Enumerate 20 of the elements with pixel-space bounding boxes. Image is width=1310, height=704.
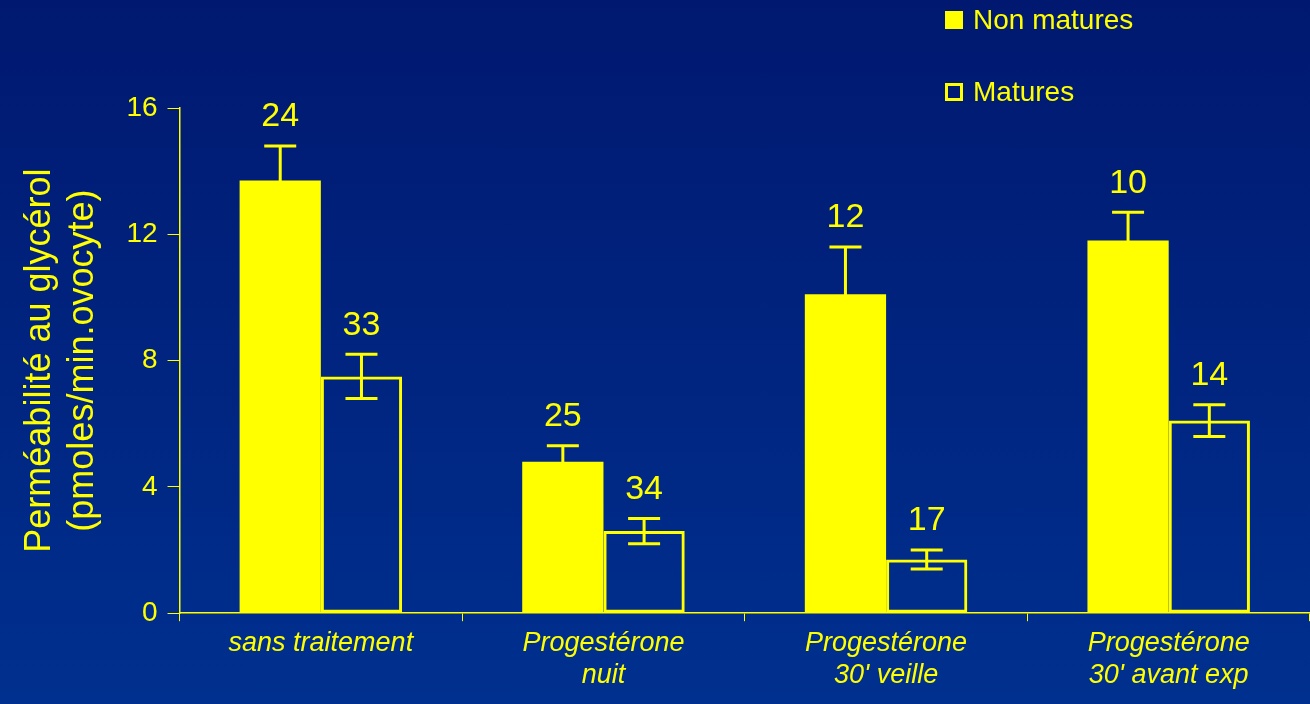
x-tick-label: Progestérone nuit [522, 626, 685, 690]
x-tick-label: Progestérone 30' avant exp [1087, 626, 1250, 690]
y-tick-label: 0 [141, 595, 158, 627]
y-tick-label: 4 [141, 469, 158, 501]
annotation: 10 [1109, 161, 1147, 200]
annotation: 14 [1190, 354, 1229, 393]
y-tick-label: 16 [126, 90, 158, 122]
y-tick-label: 8 [141, 343, 158, 375]
x-tick-label: sans traitement [228, 626, 415, 657]
annotation: 24 [261, 95, 300, 134]
annotation: 12 [826, 196, 865, 235]
annotation: 33 [342, 303, 381, 342]
legend-label: Matures [973, 76, 1075, 108]
y-tick-label: 12 [126, 217, 158, 249]
annotation: 25 [543, 395, 582, 434]
x-tick-label: Progestérone 30' veille [805, 626, 968, 690]
annotation: 34 [625, 467, 664, 506]
y-axis-title: Perméabilité au glycérol (pmoles/min.ovocyte) [16, 168, 101, 553]
legend-label: Non matures [973, 4, 1134, 36]
annotation: 17 [907, 499, 946, 538]
